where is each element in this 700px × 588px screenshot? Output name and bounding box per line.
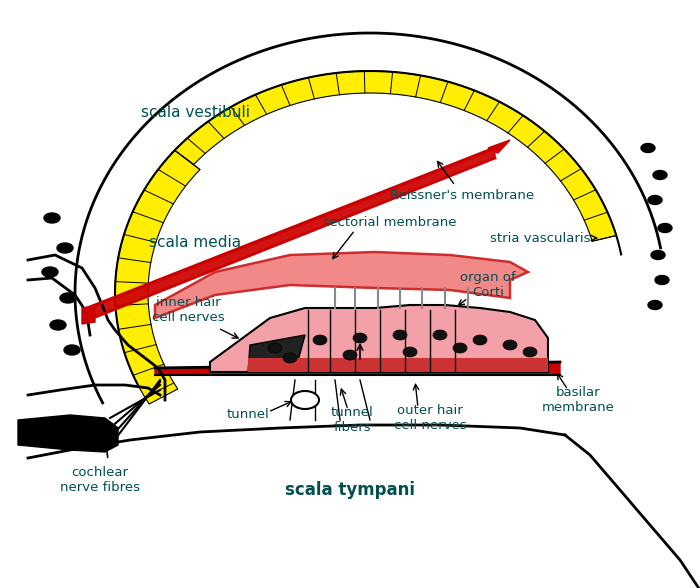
Polygon shape	[488, 140, 510, 153]
Text: organ of
Corti: organ of Corti	[460, 271, 516, 299]
Ellipse shape	[403, 347, 417, 357]
Ellipse shape	[50, 320, 66, 330]
Ellipse shape	[283, 353, 297, 363]
Text: inner hair
cell nerves: inner hair cell nerves	[152, 296, 224, 324]
Polygon shape	[175, 71, 616, 241]
Polygon shape	[82, 306, 95, 324]
Ellipse shape	[57, 243, 73, 253]
Ellipse shape	[64, 345, 80, 355]
Ellipse shape	[433, 330, 447, 340]
Text: outer hair
cell nerves: outer hair cell nerves	[393, 404, 466, 432]
Text: scala vestibuli: scala vestibuli	[141, 105, 249, 119]
Ellipse shape	[653, 171, 667, 179]
Ellipse shape	[523, 347, 537, 357]
Text: tunnel: tunnel	[227, 409, 270, 422]
Text: stria vascularis: stria vascularis	[490, 232, 596, 245]
Ellipse shape	[353, 333, 367, 343]
Polygon shape	[115, 151, 200, 404]
Polygon shape	[210, 305, 548, 372]
Ellipse shape	[453, 343, 467, 353]
Ellipse shape	[648, 300, 662, 309]
Ellipse shape	[658, 223, 672, 232]
Text: cochlear
nerve fibres: cochlear nerve fibres	[60, 466, 140, 494]
Ellipse shape	[641, 143, 655, 152]
Polygon shape	[18, 415, 118, 452]
Ellipse shape	[343, 350, 357, 360]
Text: scala media: scala media	[149, 235, 241, 249]
Polygon shape	[248, 358, 548, 372]
Ellipse shape	[655, 276, 669, 285]
Ellipse shape	[648, 195, 662, 205]
Polygon shape	[155, 362, 560, 375]
Ellipse shape	[473, 335, 487, 345]
Ellipse shape	[268, 343, 282, 353]
Polygon shape	[248, 335, 305, 372]
Ellipse shape	[503, 340, 517, 350]
Text: Reissner's membrane: Reissner's membrane	[390, 162, 534, 202]
Ellipse shape	[291, 391, 319, 409]
Ellipse shape	[44, 213, 60, 223]
Polygon shape	[155, 252, 528, 318]
Ellipse shape	[651, 250, 665, 259]
Polygon shape	[88, 148, 495, 320]
Ellipse shape	[60, 293, 76, 303]
Text: scala tympani: scala tympani	[285, 481, 415, 499]
Ellipse shape	[393, 330, 407, 340]
Text: tunnel
fibers: tunnel fibers	[330, 406, 373, 434]
Ellipse shape	[42, 267, 58, 277]
Ellipse shape	[313, 335, 327, 345]
Text: tectorial membrane: tectorial membrane	[324, 215, 456, 229]
Text: basilar
membrane: basilar membrane	[542, 386, 615, 414]
